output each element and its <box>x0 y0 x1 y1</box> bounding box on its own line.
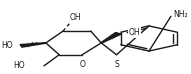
Text: OH: OH <box>129 28 141 37</box>
Text: O: O <box>80 60 85 69</box>
Text: NH₂: NH₂ <box>173 10 188 19</box>
Text: S: S <box>115 60 119 69</box>
Polygon shape <box>101 33 121 43</box>
Polygon shape <box>20 43 46 47</box>
Text: OH: OH <box>70 13 81 22</box>
Text: HO: HO <box>2 41 13 50</box>
Text: HO: HO <box>13 61 25 70</box>
